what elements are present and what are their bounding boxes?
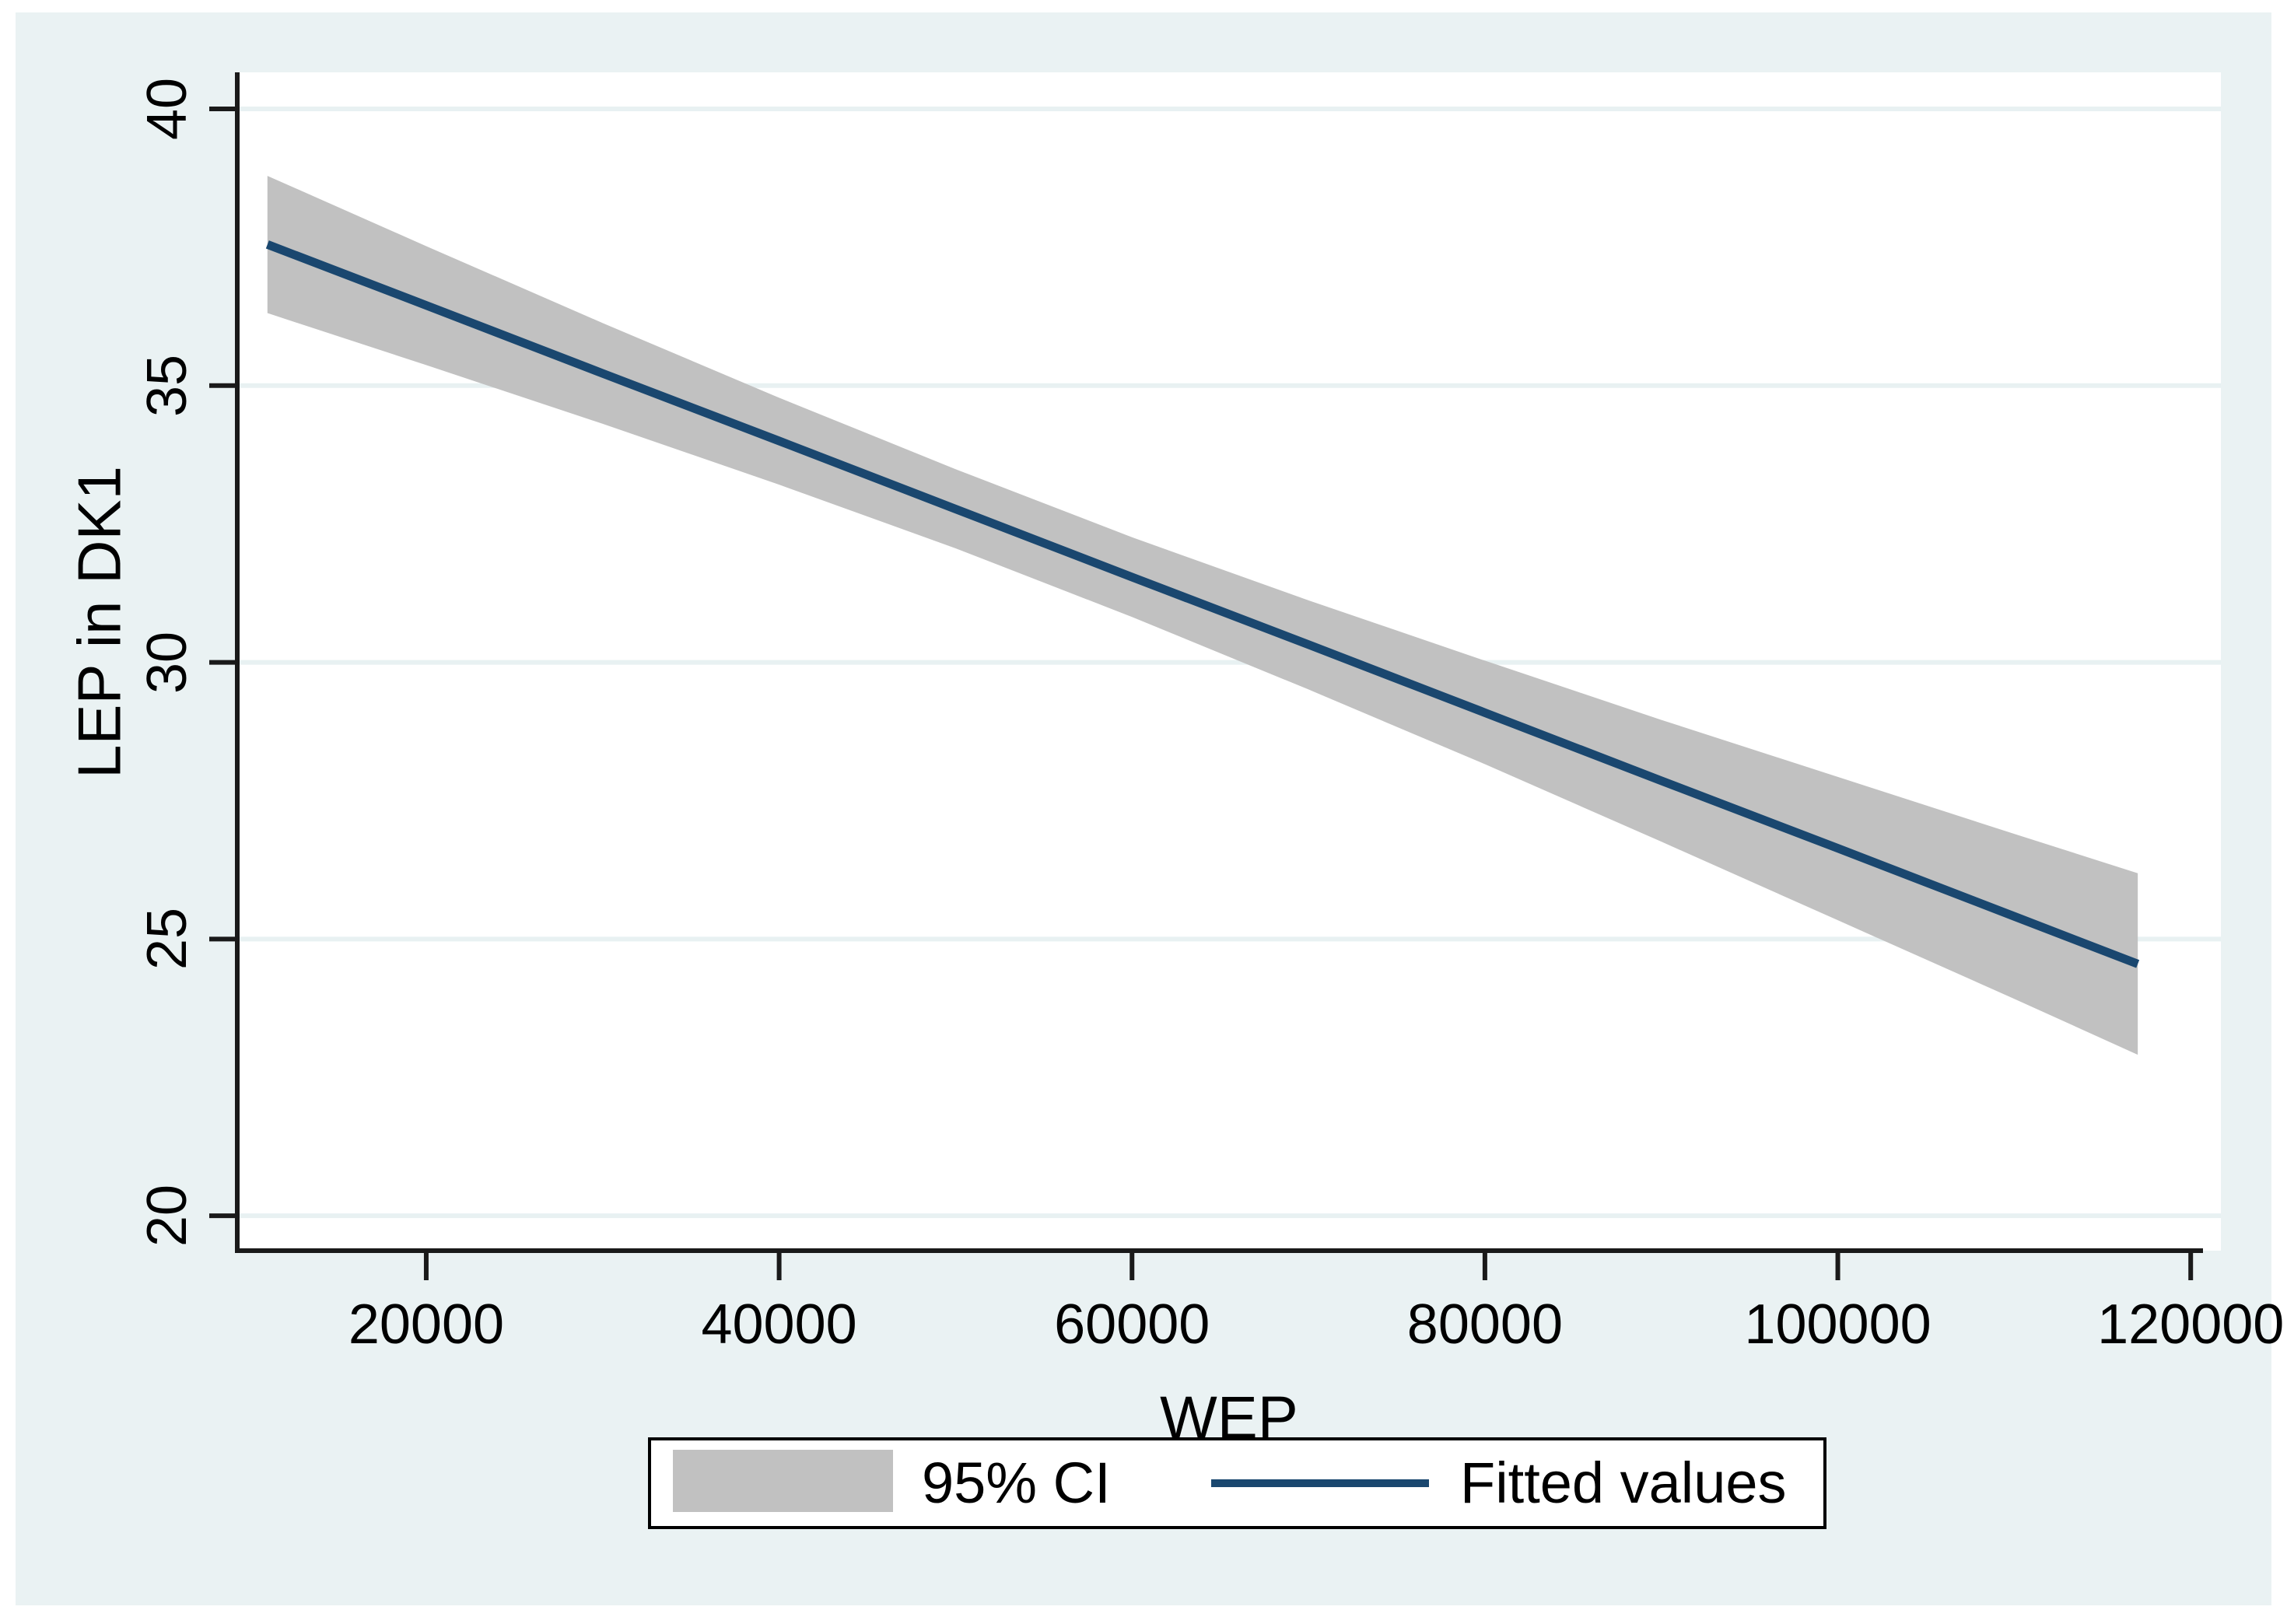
ci-band — [267, 176, 2138, 1055]
legend-label-ci: 95% CI — [922, 1451, 1111, 1515]
legend-fitted-line-sample — [1211, 1479, 1429, 1487]
legend-ci-swatch — [673, 1450, 893, 1512]
fitted-line — [265, 240, 2140, 968]
legend: 95% CI Fitted values — [648, 1437, 1826, 1529]
y-axis-title: LEP in DK1 — [65, 466, 134, 779]
legend-label-fitted-values: Fitted values — [1460, 1451, 1787, 1515]
